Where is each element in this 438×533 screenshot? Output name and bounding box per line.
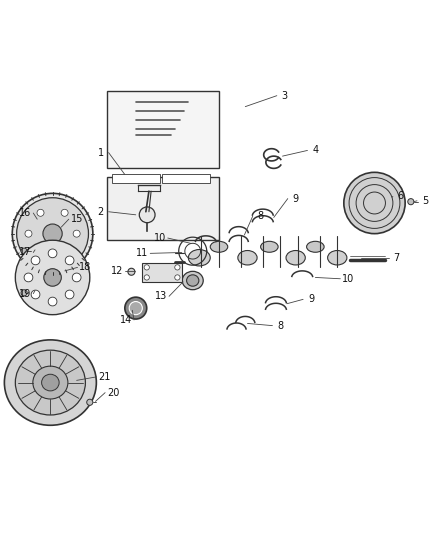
Text: 13: 13	[155, 291, 167, 301]
FancyBboxPatch shape	[112, 174, 160, 183]
Circle shape	[12, 193, 93, 274]
Text: 9: 9	[293, 193, 299, 204]
Circle shape	[48, 249, 57, 258]
Ellipse shape	[15, 350, 85, 415]
Circle shape	[17, 198, 88, 270]
Text: 15: 15	[71, 214, 83, 224]
Text: 18: 18	[79, 262, 92, 272]
Circle shape	[125, 297, 147, 319]
Circle shape	[128, 268, 135, 275]
Ellipse shape	[182, 271, 203, 290]
Text: 10: 10	[342, 274, 354, 284]
Circle shape	[48, 297, 57, 306]
Circle shape	[61, 209, 68, 216]
Text: 1: 1	[98, 148, 104, 158]
Circle shape	[25, 230, 32, 237]
Circle shape	[37, 209, 44, 216]
Circle shape	[43, 224, 62, 243]
Text: 5: 5	[422, 196, 428, 206]
Ellipse shape	[33, 366, 68, 399]
Circle shape	[44, 269, 61, 286]
Circle shape	[87, 399, 93, 405]
Circle shape	[31, 256, 40, 265]
Ellipse shape	[307, 241, 324, 252]
Text: 20: 20	[107, 387, 119, 398]
Circle shape	[65, 256, 74, 265]
Circle shape	[344, 172, 405, 233]
Ellipse shape	[188, 249, 210, 266]
Text: 19: 19	[19, 289, 32, 298]
Ellipse shape	[238, 251, 257, 265]
FancyBboxPatch shape	[107, 177, 219, 240]
FancyBboxPatch shape	[162, 174, 210, 183]
Circle shape	[175, 275, 180, 280]
Text: 12: 12	[111, 266, 124, 276]
Text: 3: 3	[282, 91, 288, 101]
FancyBboxPatch shape	[107, 91, 219, 168]
Circle shape	[21, 248, 27, 254]
Ellipse shape	[286, 251, 305, 265]
Circle shape	[31, 290, 40, 299]
Circle shape	[37, 251, 44, 258]
Text: 7: 7	[393, 253, 399, 263]
Circle shape	[73, 230, 80, 237]
Text: 17: 17	[19, 247, 32, 257]
Ellipse shape	[4, 340, 96, 425]
Circle shape	[61, 251, 68, 258]
Circle shape	[129, 302, 142, 314]
Text: 11: 11	[136, 248, 148, 259]
Circle shape	[65, 290, 74, 299]
Text: 6: 6	[398, 191, 404, 201]
Circle shape	[408, 199, 414, 205]
Ellipse shape	[261, 241, 278, 252]
Text: 4: 4	[312, 146, 318, 156]
Circle shape	[144, 265, 149, 270]
Text: 8: 8	[277, 321, 283, 330]
Circle shape	[144, 275, 149, 280]
Circle shape	[175, 265, 180, 270]
Text: 16: 16	[19, 208, 32, 218]
Text: 8: 8	[258, 211, 264, 221]
Text: 14: 14	[120, 315, 132, 325]
Text: 10: 10	[154, 233, 166, 243]
Text: 9: 9	[308, 294, 314, 304]
Text: 2: 2	[98, 207, 104, 217]
Circle shape	[21, 290, 27, 296]
Ellipse shape	[328, 251, 347, 265]
Circle shape	[24, 273, 33, 282]
Circle shape	[72, 273, 81, 282]
Ellipse shape	[187, 275, 199, 286]
Ellipse shape	[210, 241, 228, 252]
Ellipse shape	[42, 374, 59, 391]
Text: 21: 21	[98, 372, 110, 382]
Circle shape	[139, 207, 155, 223]
Circle shape	[15, 240, 90, 314]
FancyBboxPatch shape	[142, 263, 182, 282]
